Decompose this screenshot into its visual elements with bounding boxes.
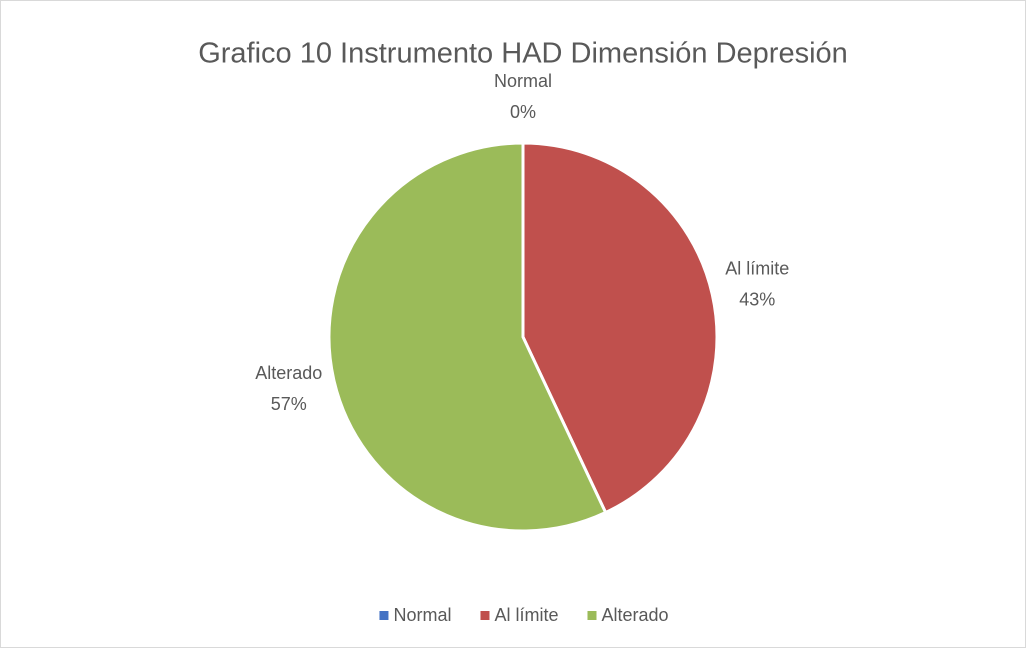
legend-label: Normal xyxy=(393,605,451,625)
legend-label: Al límite xyxy=(494,605,558,625)
pie-slice xyxy=(327,141,608,533)
chart-title: Grafico 10 Instrumento HAD Dimensión Dep… xyxy=(198,38,848,70)
legend-marker xyxy=(379,611,389,620)
legend-marker xyxy=(480,611,490,620)
data-label-category: Alterado xyxy=(255,363,322,383)
data-label-value: 57% xyxy=(271,394,307,414)
data-label-category: Normal xyxy=(494,71,552,91)
data-label-value: 43% xyxy=(739,289,775,309)
legend-label: Alterado xyxy=(601,605,668,625)
legend-marker xyxy=(587,611,597,620)
data-label-category: Al límite xyxy=(725,258,789,278)
data-label-value: 0% xyxy=(510,102,536,122)
pie-slice xyxy=(521,141,719,515)
